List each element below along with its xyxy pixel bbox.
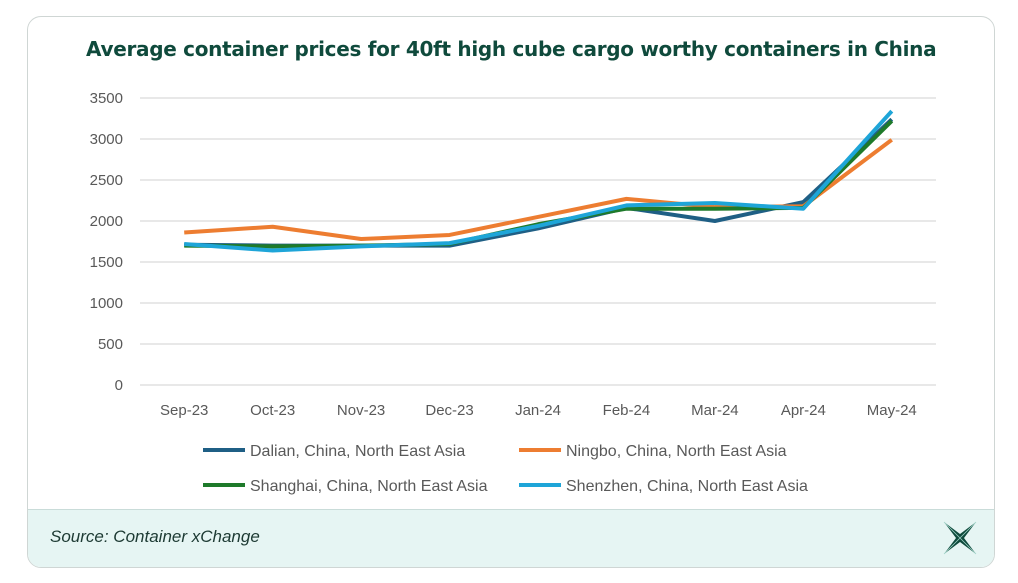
- x-tick-label: Jan-24: [515, 402, 561, 419]
- chart-card: Average container prices for 40ft high c…: [27, 16, 995, 568]
- legend-label: Ningbo, China, North East Asia: [566, 443, 787, 460]
- x-tick-label: Mar-24: [691, 402, 739, 419]
- footer: Source: Container xChange: [28, 509, 994, 567]
- y-tick-label: 2000: [90, 213, 123, 230]
- y-tick-label: 1000: [90, 295, 123, 312]
- y-tick-label: 0: [115, 377, 123, 394]
- x-tick-label: Oct-23: [250, 402, 295, 419]
- y-tick-label: 3000: [90, 131, 123, 148]
- y-tick-label: 1500: [90, 254, 123, 271]
- xchange-logo-icon: [942, 520, 978, 561]
- x-tick-label: May-24: [867, 402, 917, 419]
- x-tick-label: Nov-23: [337, 402, 385, 419]
- line-chart: 0 500 1000 1500 2000 2500 3000 3500 Sep-23 Oct-23…: [90, 90, 936, 495]
- x-tick-label: Sep-23: [160, 402, 208, 419]
- x-tick-label: Dec-23: [425, 402, 473, 419]
- chart-title: Average container prices for 40ft high c…: [86, 37, 937, 61]
- y-tick-label: 500: [98, 336, 123, 353]
- source-text: Source: Container xChange: [50, 527, 260, 546]
- y-tick-label: 2500: [90, 172, 123, 189]
- x-tick-label: Feb-24: [603, 402, 651, 419]
- y-tick-label: 3500: [90, 90, 123, 107]
- legend-label: Shanghai, China, North East Asia: [250, 478, 488, 495]
- x-tick-label: Apr-24: [781, 402, 826, 419]
- legend-label: Shenzhen, China, North East Asia: [566, 478, 808, 495]
- legend-label: Dalian, China, North East Asia: [250, 443, 465, 460]
